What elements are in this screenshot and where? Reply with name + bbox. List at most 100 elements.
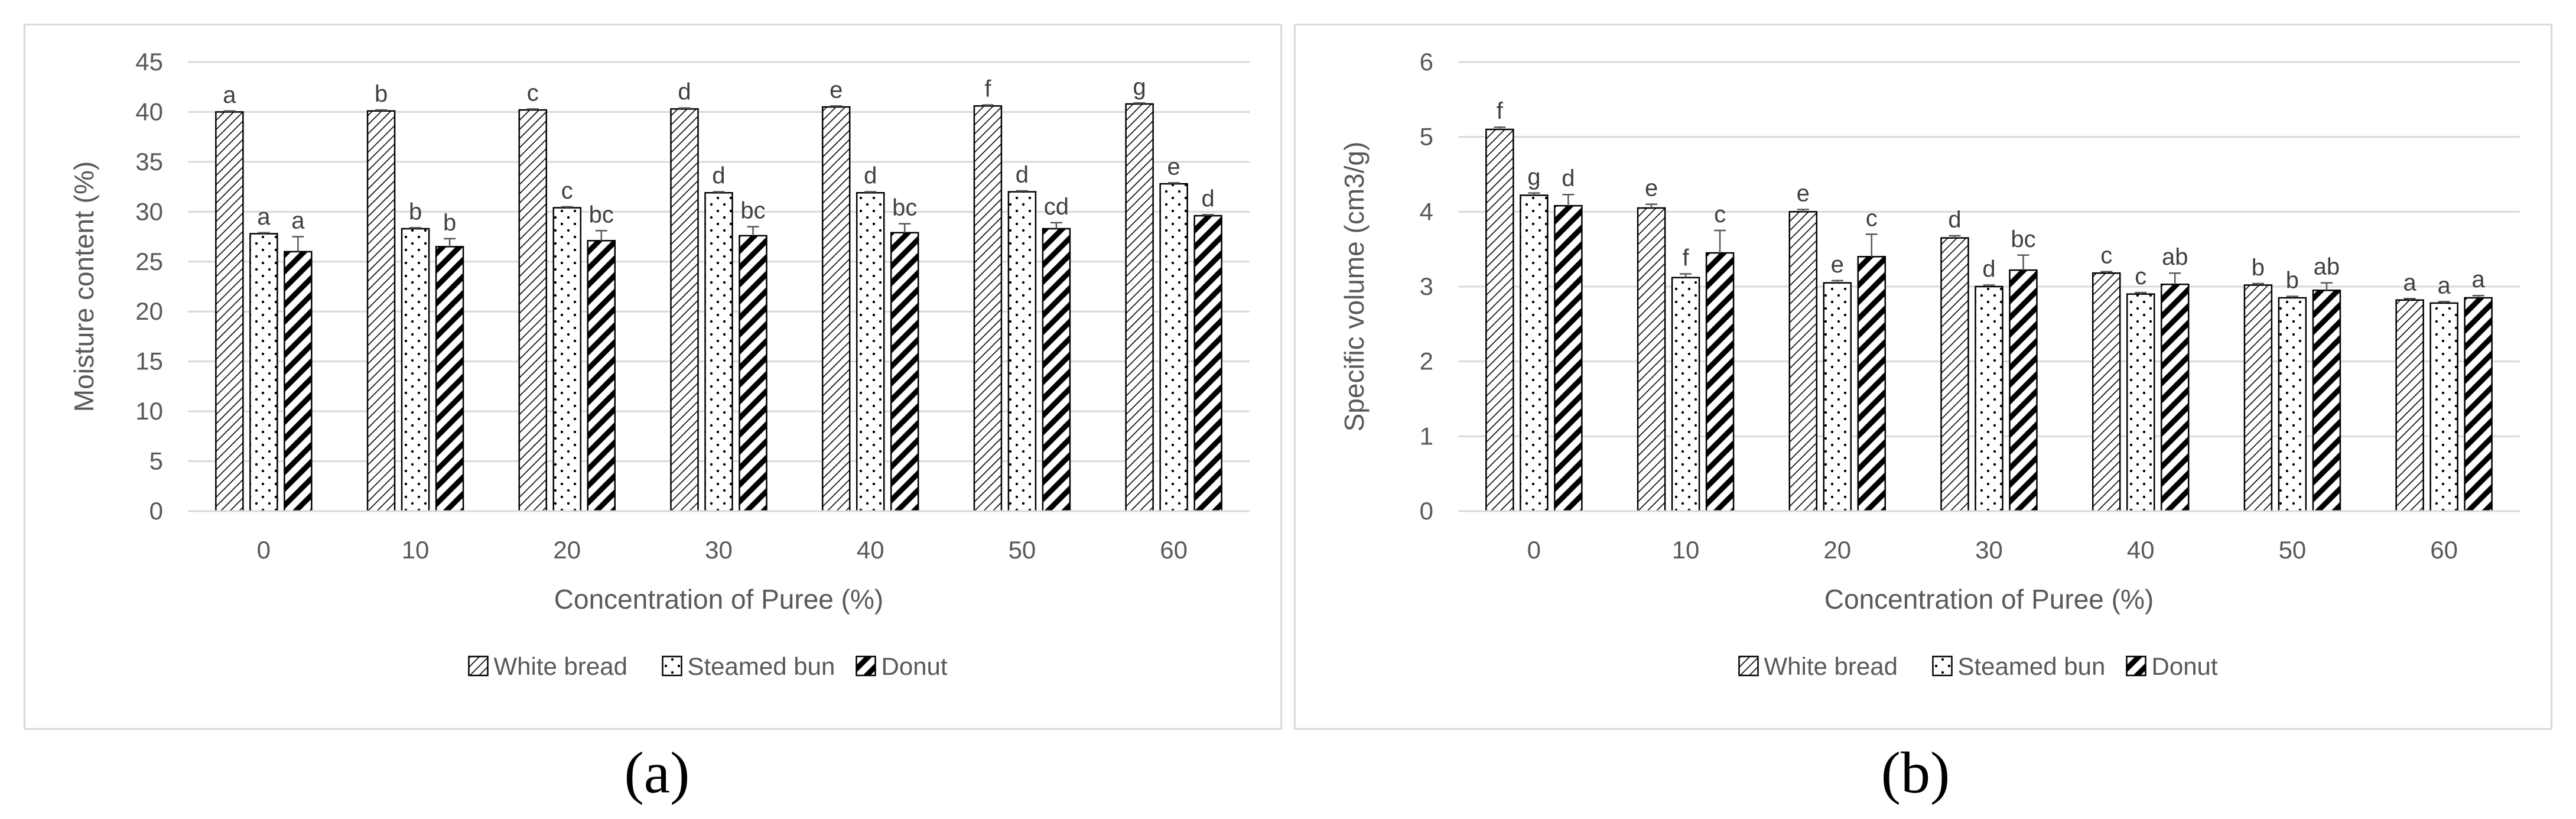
bar-white-bread-20 — [518, 109, 548, 512]
y-axis-label: Specific volume (cm3/g) — [1339, 142, 1370, 432]
x-tick-label: 0 — [1527, 536, 1541, 564]
x-tick-label: 20 — [1823, 536, 1851, 564]
error-bar — [2286, 295, 2298, 298]
significance-label: b — [2252, 255, 2265, 281]
error-bar — [1645, 203, 1658, 208]
caption-b: (b) — [1881, 740, 1950, 805]
bar-steamed-bun-40 — [2126, 293, 2155, 512]
significance-label: a — [2438, 272, 2451, 298]
y-tick-label: 40 — [135, 98, 163, 125]
legend-swatch — [662, 655, 682, 677]
bar-donut-10 — [1705, 252, 1735, 512]
significance-label: c — [1866, 205, 1878, 231]
legend-swatch — [1738, 655, 1759, 677]
error-bar — [2320, 282, 2333, 291]
y-tick-label: 0 — [1420, 497, 1433, 525]
bar-donut-50 — [1042, 228, 1071, 512]
x-axis-label: Concentration of Puree (%) — [1824, 584, 2154, 615]
significance-label: f — [1683, 245, 1690, 271]
error-bar — [1680, 273, 1692, 278]
significance-label: a — [2472, 266, 2486, 292]
y-tick-label: 5 — [149, 447, 163, 475]
bar-steamed-bun-20 — [1823, 282, 1852, 512]
y-tick-label: 0 — [149, 497, 163, 525]
significance-label: c — [1714, 202, 1726, 228]
error-bar — [1562, 193, 1575, 206]
x-tick-label: 50 — [2279, 536, 2307, 564]
error-bar — [1528, 192, 1540, 196]
significance-label: ab — [2314, 254, 2340, 280]
bar-steamed-bun-50 — [2278, 297, 2307, 512]
bar-steamed-bun-10 — [401, 228, 430, 512]
y-tick-label: 2 — [1420, 347, 1433, 375]
significance-label: b — [443, 210, 456, 236]
significance-label: bc — [892, 195, 917, 221]
bar-steamed-bun-60 — [1159, 183, 1188, 512]
error-bar — [2100, 271, 2113, 274]
bar-donut-0 — [284, 251, 313, 512]
significance-label: bc — [589, 202, 614, 228]
bar-donut-30 — [739, 235, 767, 512]
bar-white-bread-10 — [366, 110, 396, 512]
x-tick-label: 60 — [2430, 536, 2458, 564]
significance-label: e — [830, 77, 843, 103]
bar-steamed-bun-20 — [552, 207, 582, 512]
bar-white-bread-40 — [2092, 272, 2121, 512]
significance-label: a — [223, 82, 236, 108]
legend: White bread Steamed bun Donut — [468, 652, 948, 680]
significance-label: cd — [1044, 194, 1069, 220]
y-tick-label: 20 — [135, 297, 163, 325]
significance-label: bc — [740, 198, 765, 224]
error-bar — [2169, 272, 2181, 285]
significance-label: c — [2100, 243, 2112, 269]
error-bar — [981, 104, 994, 106]
caption-a: (a) — [624, 740, 690, 805]
bar-donut-40 — [890, 232, 919, 512]
bar-steamed-bun-30 — [1975, 285, 2003, 512]
bar-steamed-bun-0 — [1520, 194, 1549, 512]
significance-label: d — [1948, 207, 1961, 233]
y-tick-label: 4 — [1420, 197, 1433, 225]
significance-label: b — [375, 81, 388, 107]
error-bar — [223, 110, 236, 112]
error-bar — [561, 206, 573, 208]
significance-label: d — [1982, 256, 1995, 282]
error-bar — [409, 227, 422, 229]
error-bar — [258, 232, 270, 234]
bar-white-bread-50 — [973, 105, 1003, 512]
legend-label: White bread — [1764, 652, 1898, 680]
legend-label: Steamed bun — [1958, 652, 2106, 680]
legend-label: White bread — [494, 652, 627, 680]
error-bar — [864, 191, 877, 193]
bar-donut-20 — [1857, 256, 1887, 512]
chart-panel-b: 0 1 2 3 4 5 6 Specific volume (cm3/g) f g d 0 e f c 10 e… — [1294, 24, 2552, 730]
error-bar — [1797, 209, 1809, 212]
error-bar — [1494, 126, 1506, 129]
error-bar — [747, 226, 759, 236]
x-tick-label: 40 — [857, 536, 884, 564]
legend-label: Steamed bun — [688, 652, 835, 680]
error-bar — [2017, 254, 2029, 271]
significance-label: d — [864, 163, 877, 189]
bar-white-bread-50 — [2243, 284, 2273, 512]
significance-label: d — [712, 163, 725, 189]
bar-donut-60 — [2464, 297, 2493, 512]
error-bar — [1202, 214, 1214, 216]
bar-steamed-bun-40 — [856, 191, 885, 512]
error-bar — [2252, 282, 2264, 285]
y-tick-label: 35 — [135, 148, 163, 176]
y-tick-label: 3 — [1420, 272, 1433, 300]
bar-white-bread-0 — [215, 111, 244, 512]
significance-label: e — [1797, 181, 1810, 207]
significance-label: f — [984, 76, 991, 102]
y-tick-label: 45 — [135, 48, 163, 76]
bar-white-bread-60 — [1125, 103, 1154, 512]
x-tick-label: 50 — [1009, 536, 1036, 564]
significance-label: g — [1133, 74, 1146, 100]
bar-white-bread-20 — [1788, 211, 1818, 512]
bar-donut-50 — [2312, 290, 2341, 512]
legend: White bread Steamed bun Donut — [1738, 652, 2218, 680]
bar-white-bread-30 — [1940, 237, 1969, 512]
bar-donut-10 — [435, 246, 464, 512]
error-bar — [899, 223, 911, 233]
